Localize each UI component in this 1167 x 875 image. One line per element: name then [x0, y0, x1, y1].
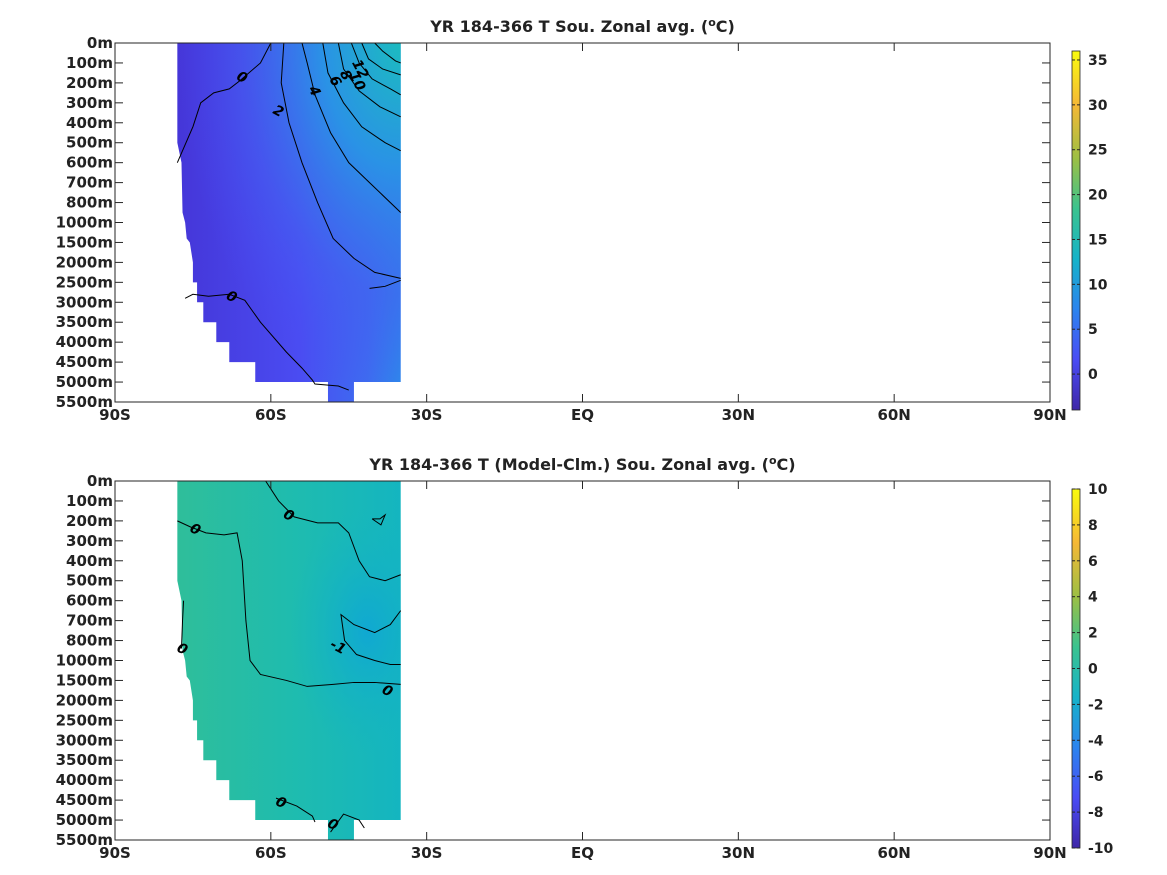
colorbar-tick-label: -10 — [1088, 841, 1114, 857]
y-tick-label: 1000m — [56, 214, 113, 232]
y-tick-label: 2000m — [56, 253, 113, 271]
colorbar-tick-label: 2 — [1088, 626, 1098, 642]
colorbar-tick-label: 15 — [1088, 232, 1107, 248]
colorbar-tick-label: 25 — [1088, 143, 1107, 159]
contour-line — [322, 42, 401, 152]
y-tick-label: 1500m — [56, 671, 113, 689]
contour-line — [301, 42, 402, 213]
contour-line — [176, 42, 272, 163]
x-tick-label: 60S — [255, 844, 287, 862]
y-tick-label: 0m — [87, 472, 113, 490]
y-tick-label: 4000m — [56, 333, 113, 351]
x-tick-label: 90S — [99, 844, 131, 862]
y-tick-label: 100m — [66, 492, 113, 510]
chart-title: YR 184-366 T Sou. Zonal avg. (oC) — [429, 16, 735, 36]
colorbar-tick-label: 0 — [1088, 662, 1098, 678]
contour-line — [180, 600, 185, 649]
y-tick-label: 0m — [87, 34, 113, 52]
colorbar-tick-label: -4 — [1088, 733, 1104, 749]
y-tick-label: 200m — [66, 512, 113, 530]
x-tick-label: 90S — [99, 406, 131, 424]
x-tick-label: 60S — [255, 406, 287, 424]
colorbar-tick-label: -8 — [1088, 805, 1104, 821]
colorbar-tick-label: 35 — [1088, 53, 1107, 69]
colorbar-tick-label: 4 — [1088, 590, 1098, 606]
y-tick-label: 800m — [66, 632, 113, 650]
colorbar-tick-label: 20 — [1088, 188, 1108, 204]
chart-panel-1: YR 184-366 T Sou. Zonal avg. (oC)0246810… — [56, 16, 1108, 424]
x-tick-label: EQ — [571, 844, 594, 862]
y-tick-label: 2500m — [56, 711, 113, 729]
contour-line — [350, 42, 401, 96]
colorbar-tick-label: 8 — [1088, 518, 1098, 534]
y-tick-label: 3000m — [56, 731, 113, 749]
colorbar-tick-label: -6 — [1088, 769, 1104, 785]
y-tick-label: 5000m — [56, 811, 113, 829]
y-tick-label: 5500m — [56, 831, 113, 849]
y-tick-label: 200m — [66, 74, 113, 92]
data-field-shading — [177, 481, 401, 840]
contour-line — [280, 42, 401, 279]
y-tick-label: 500m — [66, 572, 113, 590]
contour-line — [265, 480, 401, 582]
y-tick-label: 5000m — [56, 373, 113, 391]
y-tick-label: 300m — [66, 532, 113, 550]
x-tick-label: 60N — [877, 406, 910, 424]
y-tick-label: 1000m — [56, 652, 113, 670]
y-tick-label: 700m — [66, 612, 113, 630]
y-tick-label: 500m — [66, 134, 113, 152]
y-tick-label: 3500m — [56, 313, 113, 331]
y-tick-label: 600m — [66, 154, 113, 172]
colorbar-tick-label: 0 — [1088, 367, 1098, 383]
y-tick-label: 2000m — [56, 691, 113, 709]
x-tick-label: 90N — [1033, 844, 1066, 862]
contour-line — [374, 42, 401, 64]
contour-line — [361, 42, 401, 76]
y-tick-label: 300m — [66, 94, 113, 112]
colorbar-tick-label: -2 — [1088, 697, 1104, 713]
y-tick-label: 3000m — [56, 293, 113, 311]
x-tick-label: 60N — [877, 844, 910, 862]
colorbar-tick-label: 30 — [1088, 98, 1108, 114]
y-tick-label: 400m — [66, 552, 113, 570]
y-tick-label: 5500m — [56, 393, 113, 411]
contour-line — [340, 610, 402, 665]
y-tick-label: 1500m — [56, 233, 113, 251]
x-tick-label: 30S — [411, 844, 443, 862]
y-tick-label: 3500m — [56, 751, 113, 769]
contour-line — [184, 293, 349, 391]
y-tick-label: 800m — [66, 194, 113, 212]
y-tick-label: 400m — [66, 114, 113, 132]
contour-line — [371, 513, 387, 526]
y-tick-label: 600m — [66, 592, 113, 610]
contour-lines — [176, 42, 402, 391]
x-tick-label: 30S — [411, 406, 443, 424]
y-tick-label: 700m — [66, 174, 113, 192]
contour-lines — [177, 480, 402, 833]
chart-panel-2: YR 184-366 T (Model-Clm.) Sou. Zonal avg… — [56, 454, 1114, 862]
data-field-shading — [177, 43, 401, 402]
y-tick-label: 4500m — [56, 353, 113, 371]
contour-line — [275, 797, 316, 823]
colorbar — [1071, 50, 1081, 411]
colorbar-tick-label: 6 — [1088, 554, 1098, 570]
contour-line — [177, 520, 401, 687]
y-tick-label: 4500m — [56, 791, 113, 809]
y-tick-label: 4000m — [56, 771, 113, 789]
y-tick-label: 100m — [66, 54, 113, 72]
chart-title: YR 184-366 T (Model-Clm.) Sou. Zonal avg… — [368, 454, 795, 474]
x-tick-label: 30N — [722, 844, 755, 862]
x-tick-label: 30N — [722, 406, 755, 424]
contour-label: -1 — [327, 637, 348, 658]
y-tick-label: 2500m — [56, 273, 113, 291]
x-tick-label: 90N — [1033, 406, 1066, 424]
colorbar-tick-label: 10 — [1088, 482, 1108, 498]
colorbar-tick-label: 5 — [1088, 322, 1098, 338]
contour-line — [337, 42, 401, 118]
colorbar-tick-label: 10 — [1088, 277, 1108, 293]
contour-line — [369, 279, 401, 289]
contour-line — [330, 813, 365, 833]
x-tick-label: EQ — [571, 406, 594, 424]
